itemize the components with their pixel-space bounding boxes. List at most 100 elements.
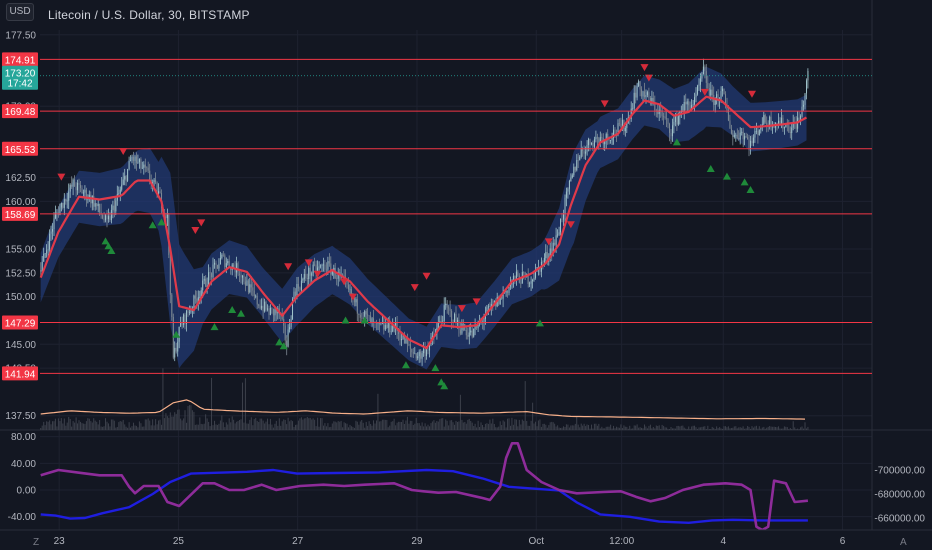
candle-body [65,199,67,202]
buy-signal-marker [237,309,246,317]
volume-bar [303,418,305,430]
buy-signal-marker [437,378,446,386]
volume-bar [125,426,127,430]
horizontal-levels[interactable] [40,58,872,374]
volume-bar [177,409,179,430]
volume-bar [794,427,796,430]
volume-bar [505,427,507,430]
candle-body [780,117,782,126]
candle-body [40,270,42,272]
volume-bar [54,418,56,430]
volume-bar [558,427,560,430]
volume-bar [103,426,105,430]
candle-body [378,322,380,325]
candle-body [691,104,693,110]
oscillator-pane [40,441,809,532]
zoom-reset-button[interactable]: Z [33,537,40,548]
auto-scale-button[interactable]: A [900,537,907,548]
candle-body [598,138,600,143]
volume-bar [471,422,473,430]
volume-bar [165,413,167,430]
sell-signal-marker [457,305,466,313]
volume-bar [412,425,414,430]
candle-body [604,140,606,145]
candle-body [368,315,370,317]
candle-body [476,325,478,329]
candle-body [186,310,188,324]
volume-bar [618,427,620,430]
candle-body [459,329,461,334]
time-axis-background [0,530,932,550]
candle-body [692,104,694,105]
candle-body [324,264,326,270]
candle-body [228,261,230,268]
volume-bar [337,421,339,430]
candle-body [56,212,58,214]
volume-bar [477,420,479,430]
volume-bar [194,424,196,430]
volume-bar [480,422,482,430]
candle-body [330,263,332,275]
volume-bar [41,425,43,430]
volume-bar [520,424,522,430]
volume-bar [115,427,117,430]
volume-bar [607,426,609,430]
buy-signal-marker [431,364,440,372]
volume-bar [390,421,392,430]
candle-body [636,86,638,98]
candle-body [348,284,350,290]
candle-body [533,277,535,280]
volume-bar [415,417,417,430]
candle-body [701,74,703,79]
candle-body [275,309,277,314]
volume-bar [436,421,438,430]
volume-bar [203,423,205,430]
candle-body [508,286,510,293]
volume-bar [296,424,298,430]
candle-body [115,200,117,212]
volume-bar [782,428,784,430]
volume-bar [666,427,668,430]
currency-button[interactable]: USD [6,3,34,21]
volume-bar [596,425,598,430]
volume-bar [250,417,252,430]
candle-body [596,137,598,139]
volume-bar [552,422,554,430]
candle-body [448,307,450,309]
candle-body [331,271,333,275]
candle-body [502,293,504,299]
candle-body [194,295,196,299]
volume-bar [702,426,704,430]
candle-body [84,189,86,193]
volume-bar [72,421,74,430]
candle-body [234,267,236,273]
volume-bar [283,419,285,430]
volume-bar [745,428,747,430]
candle-body [618,123,620,124]
volume-bar [685,428,687,430]
candle-body [62,203,64,208]
candle-body [300,280,302,290]
volume-bar [122,419,124,430]
volume-bar [323,425,325,430]
volume-bar [331,423,333,430]
candle-body [287,329,289,347]
volume-bar [710,429,712,430]
volume-bar [77,423,79,430]
volume-bar [557,425,559,430]
volume-bar [736,428,738,430]
candle-body [736,134,738,138]
volume-bar [396,422,398,430]
volume-bar [49,420,51,430]
volume-bar [211,377,213,430]
volume-bar [605,426,607,430]
volume-bar [574,423,576,430]
candle-body [445,303,447,306]
buy-signal-marker [401,361,410,369]
candle-body [71,184,73,187]
volume-bar [555,426,557,430]
candle-body [122,179,124,185]
volume-bar [411,420,413,430]
candle-body [532,280,534,282]
